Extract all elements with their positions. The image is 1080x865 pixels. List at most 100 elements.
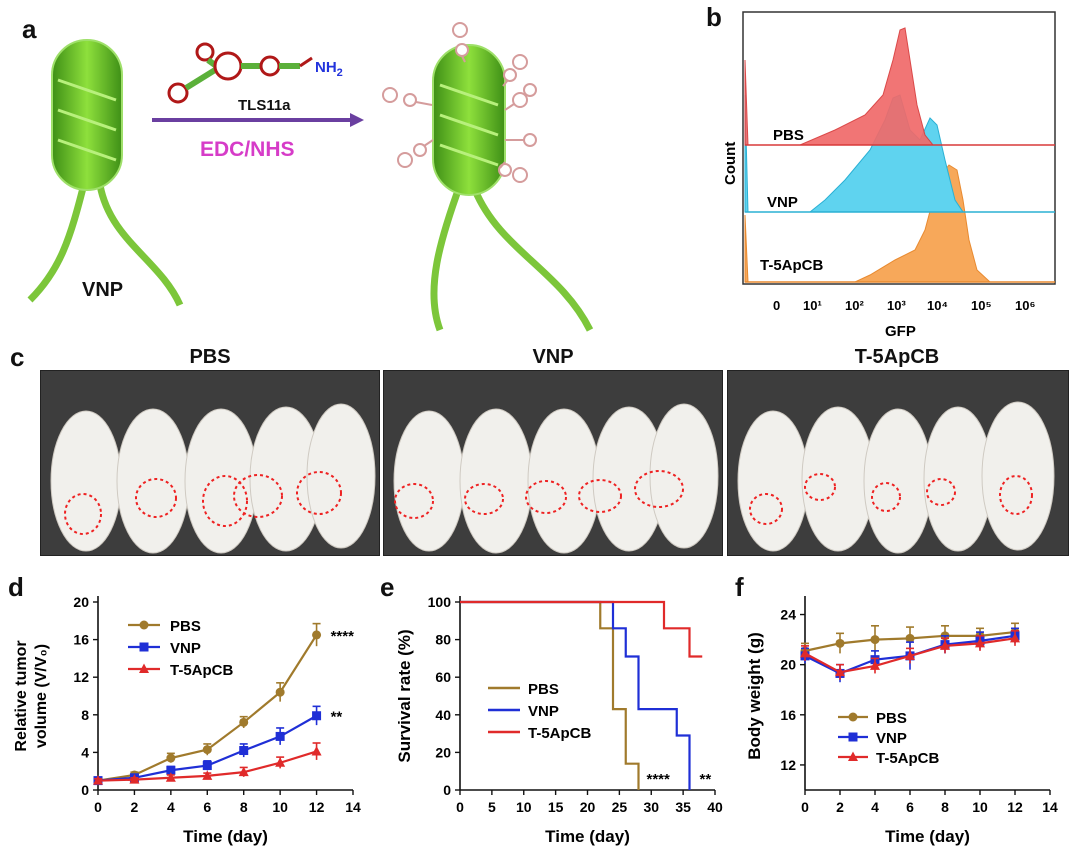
- chart-e-xtick-label: 10: [516, 799, 532, 815]
- chart-e-ytick-label: 80: [435, 632, 451, 648]
- panel-b-flow-histogram: PBS VNP T-5ApCB Count GFP 0 10¹ 10² 10³ …: [722, 11, 1056, 340]
- chart-d-legend-marker: [139, 642, 149, 652]
- chart-d-significance: **: [331, 709, 343, 726]
- chart-f-legend-marker: [848, 751, 858, 761]
- reagent-label: EDC/NHS: [200, 138, 295, 161]
- chart-d-point-T-5ApCB: [202, 770, 213, 780]
- chart-d-ylabel-line1: Relative tumor: [13, 640, 30, 751]
- mice-photo-vnp: [383, 370, 723, 556]
- chart-e-ytick-label: 0: [443, 782, 451, 798]
- chart-d-ytick-label: 8: [81, 707, 89, 723]
- chart-d-legend-label: PBS: [170, 618, 201, 635]
- chart-f-point-T-5ApCB: [870, 660, 880, 670]
- chart-d-point-T-5ApCB: [129, 774, 140, 784]
- conjugated-aptamers-icon: [382, 22, 537, 183]
- chart-f-xtick-label: 12: [1007, 799, 1023, 815]
- chart-e-significance: ****: [647, 771, 671, 788]
- chart-e-ytick-label: 40: [435, 707, 451, 723]
- chart-f-xtick-label: 6: [906, 799, 914, 815]
- chart-f-ylabel: Body weight (g): [745, 632, 764, 759]
- chart-f-point-T-5ApCB: [1010, 632, 1020, 643]
- chart-f-legend-label: PBS: [876, 710, 907, 727]
- chart-d-point-T-5ApCB: [93, 775, 103, 785]
- chart-d-significance: ****: [331, 628, 355, 645]
- chart-e-xtick-label: 5: [488, 799, 496, 815]
- chart-f-legend-label: VNP: [876, 730, 907, 747]
- chart-e-line-VNP: [460, 600, 691, 790]
- chart-f-point-PBS: [870, 635, 880, 645]
- chart-e-legend-label: PBS: [528, 681, 559, 698]
- chart-d-ytick-label: 4: [81, 744, 89, 760]
- chart-d-point-PBS: [275, 687, 285, 697]
- vnp-bacteria-label: VNP: [82, 279, 123, 301]
- hist-xtick: 10⁵: [971, 298, 992, 313]
- chart-f-point-T-5ApCB: [975, 637, 985, 648]
- chart-d-point-PBS: [166, 753, 176, 763]
- chart-d-ylabel-line2: volume (V/V₀): [33, 644, 50, 748]
- chart-f-point-PBS: [835, 638, 845, 648]
- photo-label-pbs: PBS: [189, 346, 231, 368]
- chart-d-point-PBS: [312, 630, 322, 640]
- chart-d-point-VNP: [202, 761, 212, 771]
- hist-label-vnp: VNP: [767, 194, 798, 211]
- chart-d-legend-marker: [139, 620, 149, 630]
- chart-f-xtick-label: 4: [871, 799, 879, 815]
- chart-e-ylabel: Survival rate (%): [395, 629, 414, 762]
- panel-b-letter: b: [706, 2, 722, 32]
- chart-f-xtick-label: 10: [972, 799, 988, 815]
- hist-xtick: 10²: [845, 298, 864, 313]
- chart-e-ytick-label: 60: [435, 669, 451, 685]
- hist-xtick: 10³: [887, 298, 906, 313]
- hist-ylabel: Count: [722, 142, 739, 185]
- chart-e-xtick-label: 0: [456, 799, 464, 815]
- chart-d-xtick-label: 12: [309, 799, 325, 815]
- chart-d-point-VNP: [312, 711, 322, 721]
- chart-d-point-T-5ApCB: [165, 772, 176, 782]
- chart-e-ytick-label: 100: [428, 594, 452, 610]
- hist-xtick: 10⁶: [1015, 298, 1035, 313]
- chart-d-point-VNP: [275, 731, 285, 741]
- panel-c-letter: c: [10, 342, 25, 372]
- chart-f-point-T-5ApCB: [800, 647, 810, 658]
- chart-d-legend-label: VNP: [170, 640, 201, 657]
- hist-xlabel: GFP: [885, 323, 916, 340]
- chart-f-ytick-label: 20: [780, 657, 796, 673]
- panel-a-letter: a: [22, 14, 37, 44]
- chart-d-point-VNP: [166, 765, 176, 775]
- chart-f-xtick-label: 0: [801, 799, 809, 815]
- chart-f-point-T-5ApCB: [835, 666, 845, 677]
- hist-label-t5apcb: T-5ApCB: [760, 257, 824, 274]
- chart-e-xtick-label: 35: [675, 799, 691, 815]
- chart-d-xtick-label: 0: [94, 799, 102, 815]
- photo-label-vnp: VNP: [532, 346, 574, 368]
- chart-d-point-VNP: [239, 746, 249, 756]
- chart-e-line-T-5ApCB: [460, 600, 703, 658]
- hist-xtick: 0: [773, 298, 780, 313]
- chart-e-line-PBS: [460, 600, 640, 790]
- hist-xtick: 10¹: [803, 298, 822, 313]
- photo-label-t5apcb: T-5ApCB: [854, 346, 940, 368]
- panel-e-letter: e: [380, 572, 395, 602]
- chart-f-xlabel: Time (day): [885, 827, 970, 846]
- chart-f-xtick-label: 2: [836, 799, 844, 815]
- chart-f-legend-marker: [848, 732, 858, 742]
- hist-xtick: 10⁴: [927, 298, 948, 313]
- chart-d-legend-label: T-5ApCB: [170, 662, 234, 679]
- chart-e-legend-label: VNP: [528, 703, 559, 720]
- chart-e-xtick-label: 20: [580, 799, 596, 815]
- chart-f-legend-marker: [848, 712, 858, 722]
- chart-d-xtick-label: 10: [272, 799, 288, 815]
- chart-d-legend-marker: [139, 663, 149, 673]
- chart-d-tumor-volume: 0 2 4 6 8 10 12 14 0 4 8 12 16 20 Time (day) Relative t…: [13, 594, 361, 846]
- chart-e-survival: 0 5 10 15 20 25 30 35 40 0 20 40 60 80 100 Time (day) Su…: [395, 594, 723, 846]
- panel-a-schematic: NH2 TLS11a EDC/NHS VNP: [27, 22, 594, 332]
- chart-e-xtick-label: 30: [643, 799, 659, 815]
- chart-f-point-PBS: [905, 633, 915, 643]
- chart-d-ytick-label: 0: [81, 782, 89, 798]
- chart-d-xlabel: Time (day): [183, 827, 268, 846]
- chart-e-significance: **: [700, 771, 712, 788]
- bacterium-left-icon: [27, 39, 184, 307]
- panel-d-letter: d: [8, 572, 24, 602]
- hist-label-pbs: PBS: [773, 127, 804, 144]
